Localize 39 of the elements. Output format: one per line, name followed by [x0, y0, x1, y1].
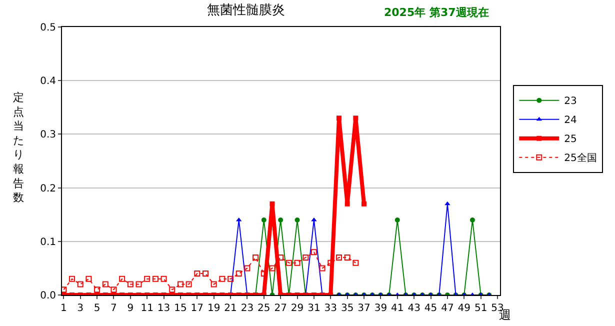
- x-tick-label: 5: [94, 303, 100, 314]
- y-tick-label: 0.0: [40, 290, 56, 302]
- x-tick-label: 21: [224, 303, 237, 314]
- x-tick-label: 31: [308, 303, 320, 314]
- text: 2025年 第37週現在: [384, 6, 489, 19]
- x-tick-label: 45: [424, 303, 438, 314]
- x-tick-label: 33: [324, 303, 338, 314]
- x-tick-label: 7: [110, 303, 117, 314]
- y-tick-label: 0.1: [40, 236, 56, 248]
- x-tick-label: 9: [127, 303, 134, 314]
- x-tick-label: 17: [190, 303, 204, 314]
- y-tick-label: 0.3: [40, 130, 56, 141]
- x-tick-label: 25: [258, 303, 270, 314]
- x-tick-label: 27: [274, 303, 287, 314]
- x-tick-label: 41: [391, 303, 404, 314]
- x-tick-label: 23: [240, 303, 254, 314]
- legend-label: 25: [564, 134, 577, 146]
- y-tick-label: 0.5: [40, 22, 56, 34]
- x-tick-label: 29: [290, 303, 304, 314]
- legend-label: 24: [564, 115, 577, 126]
- legend-label: 23: [564, 96, 577, 108]
- x-tick-label: 3: [77, 303, 84, 314]
- x-tick-label: 11: [140, 303, 154, 314]
- x-tick-label: 49: [458, 303, 470, 314]
- x-tick-label: 37: [358, 303, 370, 314]
- y-tick-label: 0.2: [40, 183, 56, 194]
- x-tick-label: 51: [474, 303, 488, 314]
- y-axis-title: 定点当たり報告数: [13, 91, 24, 204]
- x-tick-label: 19: [207, 303, 220, 314]
- y-tick-label: 0.4: [40, 76, 56, 88]
- chart-title: 無菌性髄膜炎: [207, 2, 285, 18]
- legend-label: 25全国: [564, 152, 597, 164]
- x-tick-label: 43: [408, 303, 420, 314]
- x-tick-label: 1: [60, 303, 67, 314]
- x-tick-label: 35: [340, 303, 354, 314]
- x-tick-label: 15: [174, 303, 187, 314]
- x-tick-label: 13: [157, 303, 170, 314]
- x-tick-label: 39: [374, 303, 388, 314]
- x-tick-label: 47: [441, 303, 454, 314]
